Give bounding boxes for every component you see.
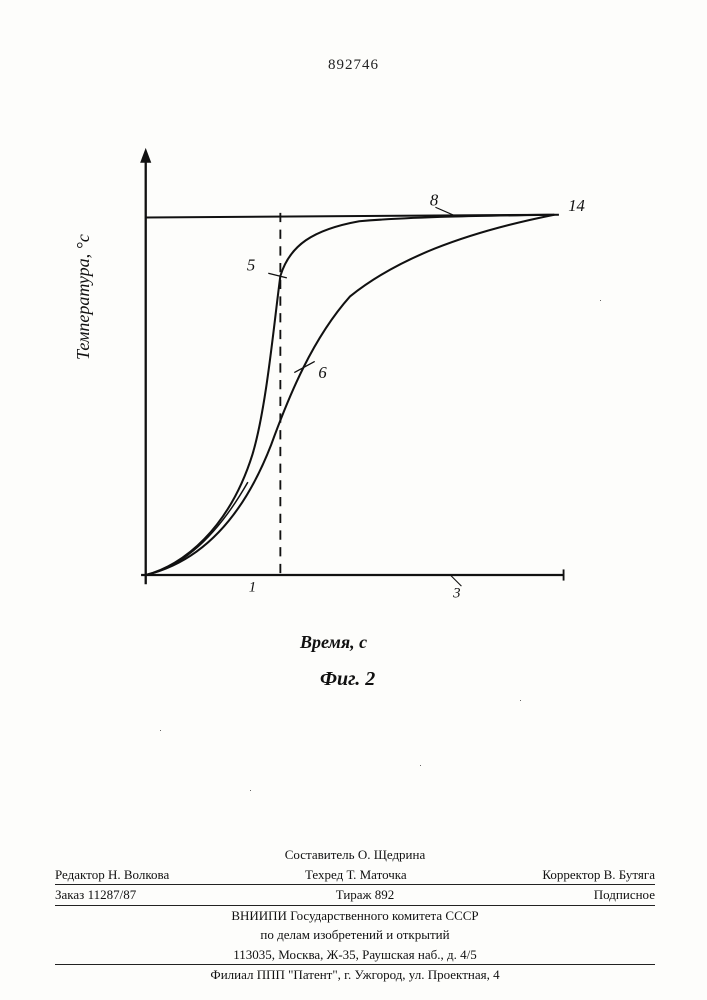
noise-dot (420, 765, 421, 766)
tirazh-label: Тираж (336, 887, 372, 902)
x-axis-label: Время, с (300, 632, 367, 653)
label-5-leader (268, 273, 287, 278)
tirazh-number: 892 (375, 887, 395, 902)
compiler-label: Составитель (285, 847, 355, 862)
annot-14: 14 (568, 196, 585, 215)
patent-number: 892746 (0, 57, 707, 74)
org-line-1: ВНИИПИ Государственного комитета СССР (55, 906, 655, 926)
curve-trace-extra (146, 482, 248, 575)
podpisnoe: Подписное (594, 886, 655, 904)
y-axis-label: Температура, °с (73, 234, 94, 360)
x-tick-1: 1 (249, 580, 256, 596)
footer-block: Составитель О. Щедрина Редактор Н. Волко… (55, 845, 655, 985)
compiler-line: Составитель О. Щедрина (55, 845, 655, 865)
annot-6: 6 (318, 363, 327, 382)
techred-label: Техред (305, 867, 343, 882)
address-2: Филиал ППП "Патент", г. Ужгород, ул. Про… (55, 965, 655, 985)
corrector-name: В. Бутяга (604, 867, 655, 882)
label-6-leader (294, 361, 314, 372)
noise-dot (600, 300, 601, 301)
editor-label: Редактор (55, 867, 105, 882)
order-number: 11287/87 (88, 887, 137, 902)
noise-dot (250, 790, 251, 791)
curve-upper (146, 215, 555, 575)
order-row: Заказ 11287/87 Тираж 892 Подписное (55, 885, 655, 906)
noise-dot (160, 730, 161, 731)
corrector-label: Корректор (542, 867, 600, 882)
x-tick-3: 3 (452, 585, 460, 601)
credits-row: Редактор Н. Волкова Техред Т. Маточка Ко… (55, 865, 655, 886)
address-1: 113035, Москва, Ж-35, Раушская наб., д. … (55, 945, 655, 966)
chart-svg: 1 3 14 5 6 8 (90, 120, 610, 640)
annot-8: 8 (430, 190, 439, 209)
editor-name: Н. Волкова (108, 867, 169, 882)
compiler-name: О. Щедрина (358, 847, 425, 862)
curve-lower (146, 215, 555, 575)
org-line-2: по делам изобретений и открытий (55, 925, 655, 945)
techred-name: Т. Маточка (346, 867, 406, 882)
figure-label: Фиг. 2 (320, 668, 375, 691)
order-label: Заказ (55, 887, 84, 902)
y-axis-arrow (140, 148, 151, 163)
chart: 1 3 14 5 6 8 (90, 120, 610, 640)
annot-5: 5 (247, 255, 255, 274)
noise-dot (520, 700, 521, 701)
